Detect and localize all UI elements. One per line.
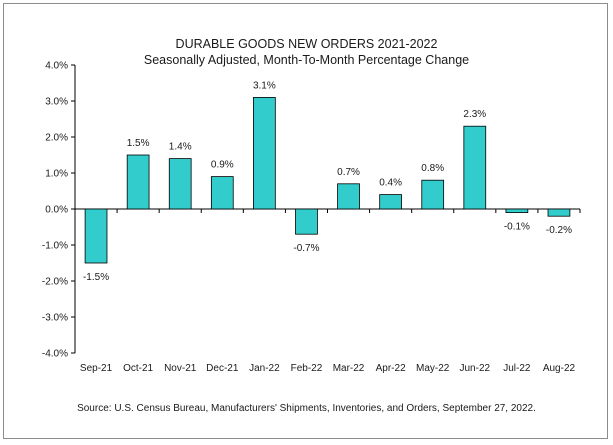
bar	[421, 179, 445, 210]
bar	[379, 194, 402, 210]
x-axis-tick-labels: Sep-21 Oct-21 Nov-21 Dec-21 Jan-22 Feb-22 Mar-…	[80, 363, 576, 374]
x-tick-label: Apr-22	[376, 363, 406, 374]
bar	[463, 125, 487, 210]
y-tick-label: 0.0%	[45, 205, 68, 216]
data-label: 0.4%	[379, 178, 402, 189]
data-label: -1.5%	[83, 272, 109, 283]
x-tick-label: May-22	[416, 363, 450, 374]
bar	[295, 208, 318, 235]
bar	[126, 154, 150, 210]
x-tick-label: Oct-21	[123, 363, 153, 374]
x-tick-label: Aug-22	[543, 363, 576, 374]
y-axis-tick-labels: 4.0% 3.0% 2.0% 1.0% 0.0% -1.0% -2.0% -3.0% -4.0%	[42, 61, 68, 360]
chart-subtitle: Seasonally Adjusted, Month-To-Month Perc…	[143, 53, 470, 67]
data-label: -0.2%	[546, 225, 572, 236]
x-tick-label: Jun-22	[460, 363, 491, 374]
data-label: 1.5%	[127, 138, 150, 149]
source-note: Source: U.S. Census Bureau, Manufacturer…	[77, 403, 536, 414]
bar	[547, 208, 571, 217]
data-label: 0.9%	[211, 160, 234, 171]
y-tick-label: -4.0%	[42, 349, 68, 360]
data-label: 2.3%	[463, 109, 486, 120]
y-tick-label: 2.0%	[45, 133, 68, 144]
data-label: -0.1%	[504, 222, 530, 233]
bar	[505, 208, 529, 213]
data-label: -0.7%	[293, 243, 319, 254]
x-tick-label: Jul-22	[503, 363, 531, 374]
y-tick-label: 1.0%	[45, 169, 68, 180]
data-label: 3.1%	[253, 80, 276, 91]
y-tick-label: -2.0%	[42, 277, 68, 288]
bar	[210, 176, 234, 210]
y-tick-label: 4.0%	[45, 61, 68, 72]
bar	[84, 208, 108, 264]
chart-bars	[84, 97, 571, 264]
data-labels: -1.5% 1.5% 1.4% 0.9% 3.1% -0.7% 0.7% 0.4% 0.8% 2.…	[83, 80, 572, 283]
x-tick-label: Mar-22	[333, 363, 365, 374]
y-tick-label: 3.0%	[45, 97, 68, 108]
bar	[337, 183, 360, 210]
x-tick-label: Sep-21	[80, 363, 113, 374]
chart-axes	[71, 64, 581, 354]
x-tick-label: Dec-21	[206, 363, 239, 374]
x-tick-label: Feb-22	[291, 363, 323, 374]
bar	[253, 97, 276, 210]
chart-title: DURABLE GOODS NEW ORDERS 2021-2022	[175, 37, 438, 51]
data-label: 0.8%	[421, 163, 444, 174]
y-tick-label: -3.0%	[42, 313, 68, 324]
data-label: 1.4%	[169, 142, 192, 153]
x-tick-label: Jan-22	[249, 363, 280, 374]
data-label: 0.7%	[337, 167, 360, 178]
bar	[168, 158, 192, 210]
x-tick-label: Nov-21	[164, 363, 197, 374]
y-tick-label: -1.0%	[42, 241, 68, 252]
